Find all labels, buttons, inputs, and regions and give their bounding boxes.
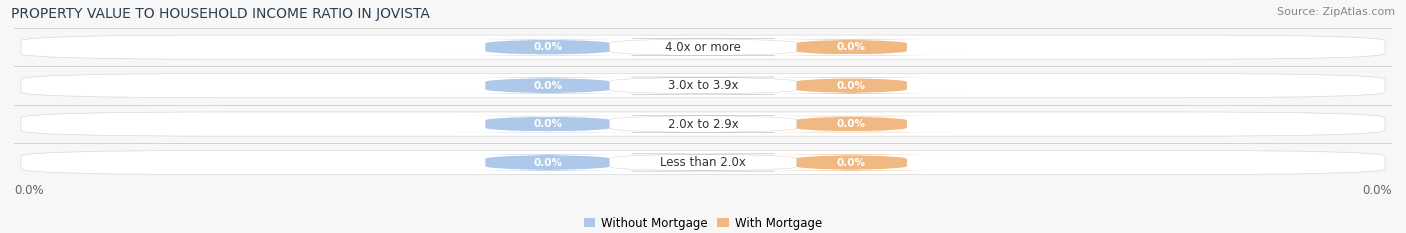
FancyBboxPatch shape [609, 115, 797, 133]
Text: 0.0%: 0.0% [533, 158, 562, 168]
FancyBboxPatch shape [741, 39, 960, 55]
Text: 0.0%: 0.0% [837, 42, 866, 52]
Text: 0.0%: 0.0% [533, 119, 562, 129]
FancyBboxPatch shape [446, 116, 651, 132]
FancyBboxPatch shape [21, 151, 1385, 175]
FancyBboxPatch shape [741, 116, 960, 132]
Text: 3.0x to 3.9x: 3.0x to 3.9x [668, 79, 738, 92]
FancyBboxPatch shape [741, 154, 960, 171]
FancyBboxPatch shape [741, 77, 960, 94]
Text: 0.0%: 0.0% [837, 81, 866, 91]
Legend: Without Mortgage, With Mortgage: Without Mortgage, With Mortgage [579, 212, 827, 233]
Text: Less than 2.0x: Less than 2.0x [659, 156, 747, 169]
Text: 0.0%: 0.0% [837, 158, 866, 168]
FancyBboxPatch shape [446, 154, 651, 171]
FancyBboxPatch shape [21, 74, 1385, 98]
FancyBboxPatch shape [609, 154, 797, 171]
Text: 4.0x or more: 4.0x or more [665, 41, 741, 54]
Text: 0.0%: 0.0% [837, 119, 866, 129]
Text: 0.0%: 0.0% [14, 184, 44, 197]
Text: PROPERTY VALUE TO HOUSEHOLD INCOME RATIO IN JOVISTA: PROPERTY VALUE TO HOUSEHOLD INCOME RATIO… [11, 7, 430, 21]
FancyBboxPatch shape [446, 39, 651, 55]
Text: 2.0x to 2.9x: 2.0x to 2.9x [668, 118, 738, 130]
FancyBboxPatch shape [21, 35, 1385, 59]
Text: 0.0%: 0.0% [533, 42, 562, 52]
FancyBboxPatch shape [21, 112, 1385, 136]
FancyBboxPatch shape [446, 77, 651, 94]
FancyBboxPatch shape [609, 77, 797, 94]
Text: 0.0%: 0.0% [533, 81, 562, 91]
Text: Source: ZipAtlas.com: Source: ZipAtlas.com [1277, 7, 1395, 17]
FancyBboxPatch shape [609, 38, 797, 56]
Text: 0.0%: 0.0% [1362, 184, 1392, 197]
